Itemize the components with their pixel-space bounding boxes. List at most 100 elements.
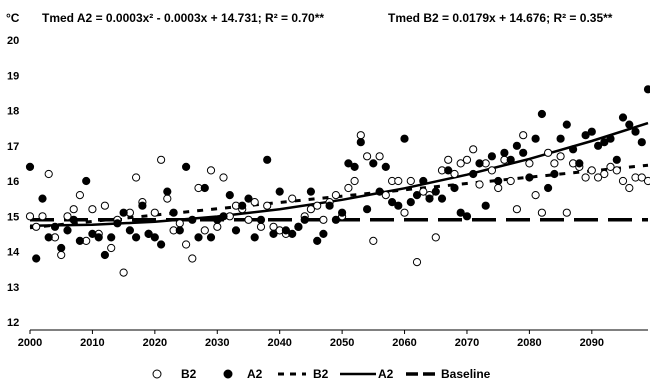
x-tick-label: 2090 [580, 337, 604, 349]
x-tick-label: 2040 [267, 337, 291, 349]
point-b2 [356, 131, 365, 140]
point-b2 [244, 215, 253, 224]
point-a2 [512, 141, 522, 150]
point-a2 [132, 233, 141, 242]
point-b2 [63, 212, 72, 221]
equation-a2: Tmed A2 = 0.0003x² - 0.0003x + 14.731; R… [42, 11, 324, 25]
point-b2 [69, 205, 78, 214]
point-b2 [306, 205, 315, 214]
point-b2 [250, 198, 259, 207]
point-b2 [288, 194, 297, 203]
point-a2 [182, 162, 191, 171]
point-a2 [506, 155, 515, 164]
legend: B2 A2 B2 A2 Baseline [152, 367, 491, 381]
y-axis: 12 13 14 15 16 17 18 19 20 [7, 35, 20, 329]
point-a2 [569, 145, 578, 154]
point-b2 [88, 205, 97, 214]
point-b2 [494, 183, 503, 193]
point-a2 [612, 155, 621, 164]
point-b2 [587, 166, 596, 175]
plot-area [25, 85, 650, 277]
point-a2 [188, 215, 197, 224]
point-a2 [462, 212, 472, 221]
x-tick-label: 2030 [205, 337, 229, 349]
point-a2 [113, 219, 122, 228]
point-b2 [75, 191, 85, 200]
point-a2 [412, 191, 422, 200]
x-tick-label: 2000 [18, 337, 42, 349]
point-b2 [544, 148, 553, 157]
point-a2 [88, 229, 97, 238]
point-b2 [38, 212, 47, 221]
point-a2 [294, 222, 303, 231]
y-tick-label: 17 [7, 141, 19, 153]
point-a2 [32, 254, 41, 263]
point-a2 [475, 159, 484, 168]
point-a2 [119, 208, 128, 217]
x-tick-label: 2070 [455, 337, 479, 349]
point-b2 [431, 233, 440, 242]
point-a2 [100, 250, 110, 260]
point-a2 [394, 201, 403, 210]
point-a2 [369, 159, 378, 168]
point-b2 [206, 166, 216, 175]
point-a2 [125, 226, 134, 235]
point-b2 [406, 176, 415, 186]
point-b2 [419, 187, 428, 196]
point-a2 [269, 229, 278, 238]
point-b2 [263, 201, 272, 210]
point-a2 [206, 233, 216, 242]
legend-label-baseline: Baseline [441, 367, 491, 381]
point-a2 [562, 120, 571, 129]
point-a2 [375, 187, 384, 196]
x-tick-label: 2080 [517, 337, 541, 349]
point-a2 [437, 194, 447, 203]
legend-marker-b2 [152, 369, 162, 379]
point-a2 [388, 198, 397, 207]
legend-marker-a2 [223, 369, 233, 379]
point-b2 [200, 226, 209, 235]
point-a2 [344, 159, 353, 168]
y-tick-label: 15 [7, 211, 19, 223]
point-a2 [69, 215, 78, 224]
point-a2 [325, 201, 334, 210]
point-b2 [594, 173, 603, 182]
point-b2 [175, 219, 184, 228]
point-a2 [163, 187, 172, 196]
point-b2 [182, 240, 191, 249]
point-a2 [425, 194, 434, 203]
y-tick-label: 13 [7, 282, 19, 294]
point-a2 [288, 229, 297, 238]
point-a2 [519, 148, 528, 157]
point-a2 [256, 215, 266, 224]
point-b2 [525, 159, 534, 168]
point-b2 [600, 169, 609, 179]
x-tick-label: 2010 [80, 337, 104, 349]
point-a2 [637, 138, 646, 147]
point-a2 [94, 233, 103, 242]
point-b2 [344, 183, 353, 193]
point-a2 [50, 222, 60, 231]
point-b2 [256, 222, 266, 231]
legend-label-b2-trend: B2 [313, 367, 329, 381]
point-a2 [63, 226, 72, 235]
point-a2 [618, 113, 628, 122]
point-b2 [469, 145, 478, 154]
point-a2 [575, 159, 584, 168]
point-b2 [487, 166, 496, 175]
point-a2 [525, 173, 534, 182]
point-b2 [369, 236, 378, 245]
point-a2 [306, 187, 315, 196]
point-a2 [169, 208, 178, 217]
y-tick-label: 12 [7, 317, 19, 329]
point-b2 [100, 201, 110, 210]
point-b2 [32, 222, 41, 231]
point-a2 [500, 148, 509, 157]
point-b2 [150, 208, 159, 217]
point-a2 [556, 134, 565, 143]
point-a2 [419, 176, 428, 186]
point-b2 [119, 268, 128, 277]
point-b2 [219, 173, 228, 182]
point-b2 [381, 191, 390, 200]
point-b2 [188, 254, 197, 263]
